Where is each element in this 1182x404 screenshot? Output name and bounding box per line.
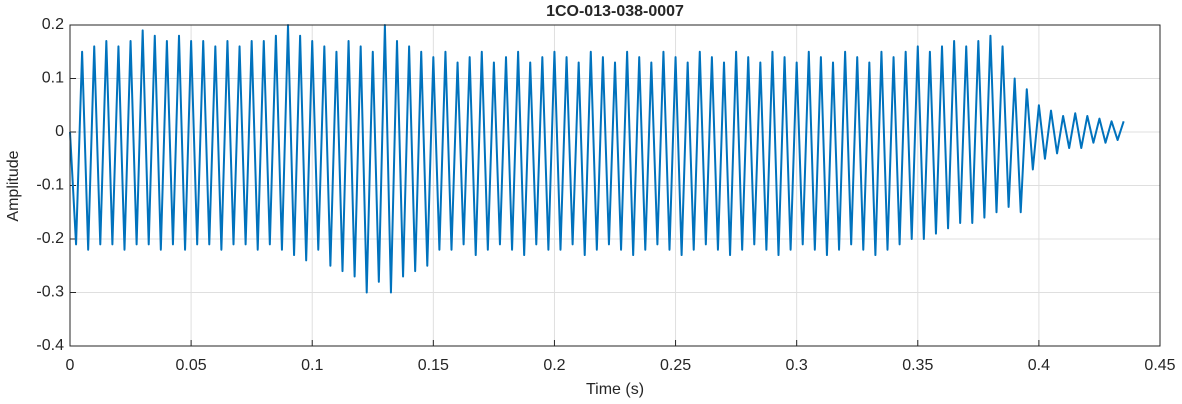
x-tick-label: 0.1: [301, 357, 323, 374]
y-tick-label: 0: [55, 123, 64, 140]
x-tick-label: 0: [66, 357, 75, 374]
x-tick-label: 0.45: [1144, 357, 1175, 374]
y-tick-label: -0.3: [36, 284, 64, 301]
y-axis-label: Amplitude: [5, 150, 22, 221]
x-tick-label: 0.35: [902, 357, 933, 374]
y-tick-label: 0.2: [42, 16, 64, 33]
x-tick-label: 0.05: [176, 357, 207, 374]
x-tick-label: 0.15: [418, 357, 449, 374]
y-tick-label: -0.4: [36, 337, 64, 354]
x-tick-label: 0.2: [543, 357, 565, 374]
axes-box: [69, 24, 1161, 347]
y-tick-label: -0.1: [36, 177, 64, 194]
x-tick-label: 0.3: [786, 357, 808, 374]
y-tick-label: -0.2: [36, 230, 64, 247]
x-axis-label: Time (s): [586, 381, 644, 398]
chart-title: 1CO-013-038-0007: [546, 3, 684, 20]
x-tick-label: 0.25: [660, 357, 691, 374]
line-series: [69, 24, 1125, 294]
y-tick-label: 0.1: [42, 70, 64, 87]
x-tick-label: 0.4: [1028, 357, 1050, 374]
